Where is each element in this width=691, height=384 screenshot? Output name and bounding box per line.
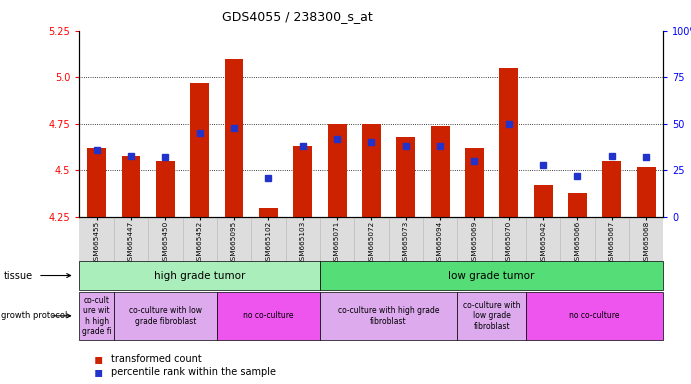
Text: transformed count: transformed count: [111, 354, 201, 364]
Text: co-cult
ure wit
h high
grade fi: co-cult ure wit h high grade fi: [82, 296, 111, 336]
Bar: [328, 124, 346, 217]
Bar: [217, 217, 252, 288]
Text: percentile rank within the sample: percentile rank within the sample: [111, 367, 276, 377]
Bar: [397, 137, 415, 217]
Text: co-culture with high grade
fibroblast: co-culture with high grade fibroblast: [338, 306, 439, 326]
Bar: [533, 185, 553, 217]
Bar: [293, 146, 312, 217]
Bar: [526, 217, 560, 288]
Bar: [465, 148, 484, 217]
Bar: [362, 124, 381, 217]
Text: GDS4055 / 238300_s_at: GDS4055 / 238300_s_at: [222, 10, 372, 23]
Bar: [259, 208, 278, 217]
Bar: [636, 167, 656, 217]
Bar: [423, 217, 457, 288]
Bar: [320, 217, 354, 288]
Text: co-culture with low
grade fibroblast: co-culture with low grade fibroblast: [129, 306, 202, 326]
Bar: [491, 217, 526, 288]
Text: ▪: ▪: [93, 352, 103, 366]
Text: high grade tumor: high grade tumor: [154, 270, 245, 281]
Bar: [430, 126, 450, 217]
Bar: [568, 193, 587, 217]
Text: no co-culture: no co-culture: [569, 311, 620, 320]
Bar: [148, 217, 182, 288]
Text: low grade tumor: low grade tumor: [448, 270, 535, 281]
Bar: [182, 217, 217, 288]
Bar: [560, 217, 595, 288]
Bar: [87, 148, 106, 217]
Bar: [285, 217, 320, 288]
Bar: [122, 156, 140, 217]
Bar: [603, 161, 621, 217]
Bar: [156, 161, 175, 217]
Text: tissue: tissue: [3, 270, 32, 281]
Bar: [79, 217, 114, 288]
Bar: [225, 59, 243, 217]
Bar: [114, 217, 148, 288]
Bar: [500, 68, 518, 217]
Bar: [595, 217, 629, 288]
Bar: [252, 217, 285, 288]
Text: co-culture with
low grade
fibroblast: co-culture with low grade fibroblast: [463, 301, 520, 331]
Text: ▪: ▪: [93, 366, 103, 379]
Bar: [388, 217, 423, 288]
Text: no co-culture: no co-culture: [243, 311, 294, 320]
Bar: [629, 217, 663, 288]
Bar: [354, 217, 388, 288]
Text: growth protocol: growth protocol: [1, 311, 67, 320]
Bar: [457, 217, 491, 288]
Bar: [190, 83, 209, 217]
